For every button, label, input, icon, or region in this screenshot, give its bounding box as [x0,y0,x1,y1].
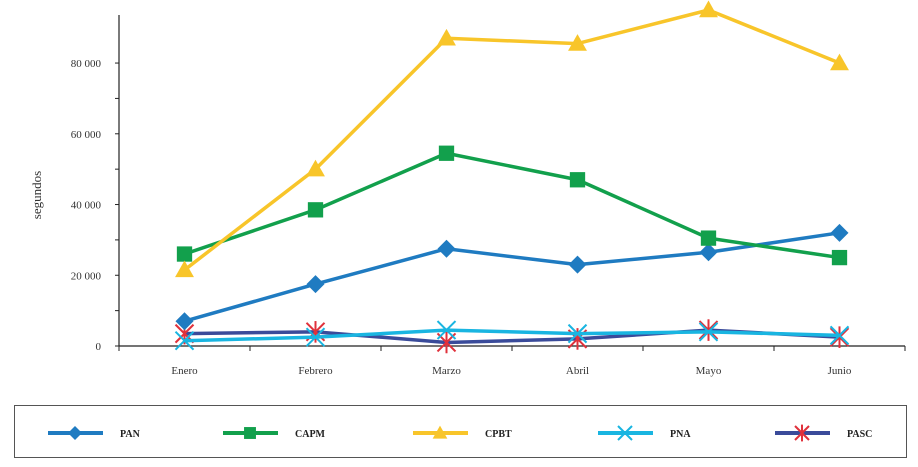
legend-marker-capm [244,427,256,439]
y-tick-label: 80 000 [71,58,102,70]
data-point-pasc [698,319,719,341]
series-line-capm [183,151,840,260]
y-tick-label: 20 000 [71,270,102,282]
y-tick-label: 60 000 [71,129,102,141]
y-axis: 0 20 000 40 000 60 000 80 000 [71,15,120,353]
data-point-pan [568,255,587,274]
data-point-capm [307,202,324,218]
legend-marker-pna [617,425,633,441]
data-point-pna [567,323,588,344]
legend-item-capm: CAPM [223,427,326,440]
data-point-pna [829,325,850,346]
series-capm [176,145,848,266]
series-cpbt [175,0,849,278]
legend-label-cpbt: CPBT [485,429,512,440]
data-point-pasc [829,326,850,348]
data-point-cpbt [175,260,194,278]
legend-item-pna: PNA [598,425,691,441]
y-tick-label: 40 000 [71,200,102,212]
x-tick-label: Enero [171,365,198,377]
series-pna [174,320,850,351]
data-point-pan [437,239,456,258]
data-point-pan [699,243,718,262]
legend-label-pan: PAN [120,429,141,440]
series-pan [175,223,849,331]
y-tick-label: 0 [96,341,102,353]
series-line-cpbt [183,8,841,272]
series-line-pan [184,231,840,323]
data-point-cpbt [568,34,587,51]
x-axis: Enero Febrero Marzo Abril Mayo Junio [118,345,906,377]
data-point-pan [306,275,325,294]
legend-item-cpbt: CPBT [413,425,512,440]
data-point-cpbt [306,159,325,177]
line-chart: 0 20 000 40 000 60 000 80 000 Enero Febrero Ma… [29,0,906,377]
y-axis-title: segundos [29,171,44,219]
x-tick-label: Abril [566,365,589,377]
data-point-capm [438,145,455,161]
data-point-pna [698,322,719,342]
series-layer [174,0,850,354]
data-point-capm [176,246,193,262]
chart-legend: PAN CAPM CPBT PNA PASC [14,405,907,458]
data-point-cpbt [699,0,718,18]
x-tick-label: Febrero [298,365,333,377]
legend-label-pasc: PASC [847,429,872,440]
data-point-cpbt [437,28,456,46]
legend-label-pna: PNA [670,429,691,440]
data-point-capm [700,230,717,246]
data-point-capm [831,249,848,266]
legend-label-capm: CAPM [295,429,326,440]
data-point-pna [436,320,457,340]
x-tick-label: Mayo [696,365,722,377]
data-point-capm [569,172,586,188]
data-point-pan [175,312,194,331]
series-line-pna [184,328,840,343]
legend-item-pan: PAN [48,426,141,440]
data-point-pna [174,330,195,351]
data-point-pna [305,327,326,347]
data-point-pan [830,223,849,242]
legend-item-pasc: PASC [775,424,872,442]
data-point-cpbt [830,53,849,71]
legend-marker-cpbt [432,425,448,439]
x-tick-label: Marzo [432,365,461,377]
legend-marker-pan [68,426,82,440]
x-tick-label: Junio [828,365,852,377]
legend-marker-pasc [794,424,810,442]
